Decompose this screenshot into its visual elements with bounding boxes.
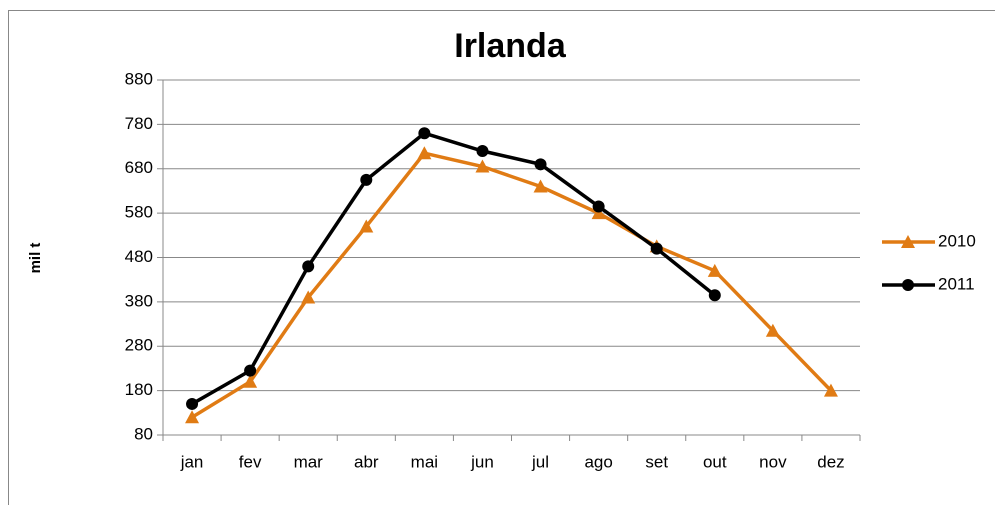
x-tick-label: mai	[411, 452, 438, 471]
x-tick-label: nov	[759, 452, 787, 471]
data-point	[244, 364, 257, 377]
data-point	[765, 323, 780, 337]
data-point	[707, 263, 722, 277]
data-point	[417, 146, 432, 160]
x-tick-label: out	[703, 452, 727, 471]
data-point	[360, 173, 373, 186]
x-tick-label: ago	[584, 452, 612, 471]
x-tick-label: dez	[817, 452, 844, 471]
y-tick-label: 780	[125, 114, 153, 133]
data-point	[418, 127, 431, 140]
x-tick-label: jul	[531, 452, 549, 471]
y-tick-label: 680	[125, 158, 153, 177]
y-axis-label: mil t	[27, 243, 44, 274]
y-tick-label: 380	[125, 291, 153, 310]
legend-label: 2011	[938, 274, 975, 293]
series-line	[191, 131, 716, 406]
y-tick-label: 880	[125, 69, 153, 88]
data-point	[359, 219, 374, 233]
data-point	[591, 206, 606, 220]
data-point	[534, 158, 547, 171]
legend-marker	[902, 279, 914, 291]
x-tick-label: abr	[354, 452, 379, 471]
data-point	[650, 242, 663, 255]
data-point	[592, 200, 605, 213]
data-point	[475, 159, 490, 173]
data-point	[823, 383, 838, 397]
x-tick-label: jun	[470, 452, 494, 471]
legend-label: 2010	[938, 231, 976, 250]
legend-marker	[901, 235, 915, 248]
x-tick-label: jan	[180, 452, 204, 471]
data-point	[186, 397, 199, 410]
series-line	[191, 151, 833, 419]
data-point	[301, 290, 316, 304]
data-point	[185, 410, 200, 424]
y-tick-label: 580	[125, 203, 153, 222]
data-point	[243, 374, 258, 388]
y-tick-label: 280	[125, 336, 153, 355]
x-tick-label: set	[645, 452, 668, 471]
data-point	[476, 145, 489, 157]
data-point	[302, 260, 315, 273]
y-tick-label: 80	[134, 424, 153, 443]
y-tick-label: 480	[125, 247, 153, 266]
chart-title: Irlanda	[454, 27, 567, 65]
data-point	[708, 289, 721, 302]
x-tick-label: fev	[239, 452, 262, 471]
data-point	[533, 179, 548, 193]
x-tick-label: mar	[294, 452, 324, 471]
y-tick-label: 180	[125, 380, 153, 399]
